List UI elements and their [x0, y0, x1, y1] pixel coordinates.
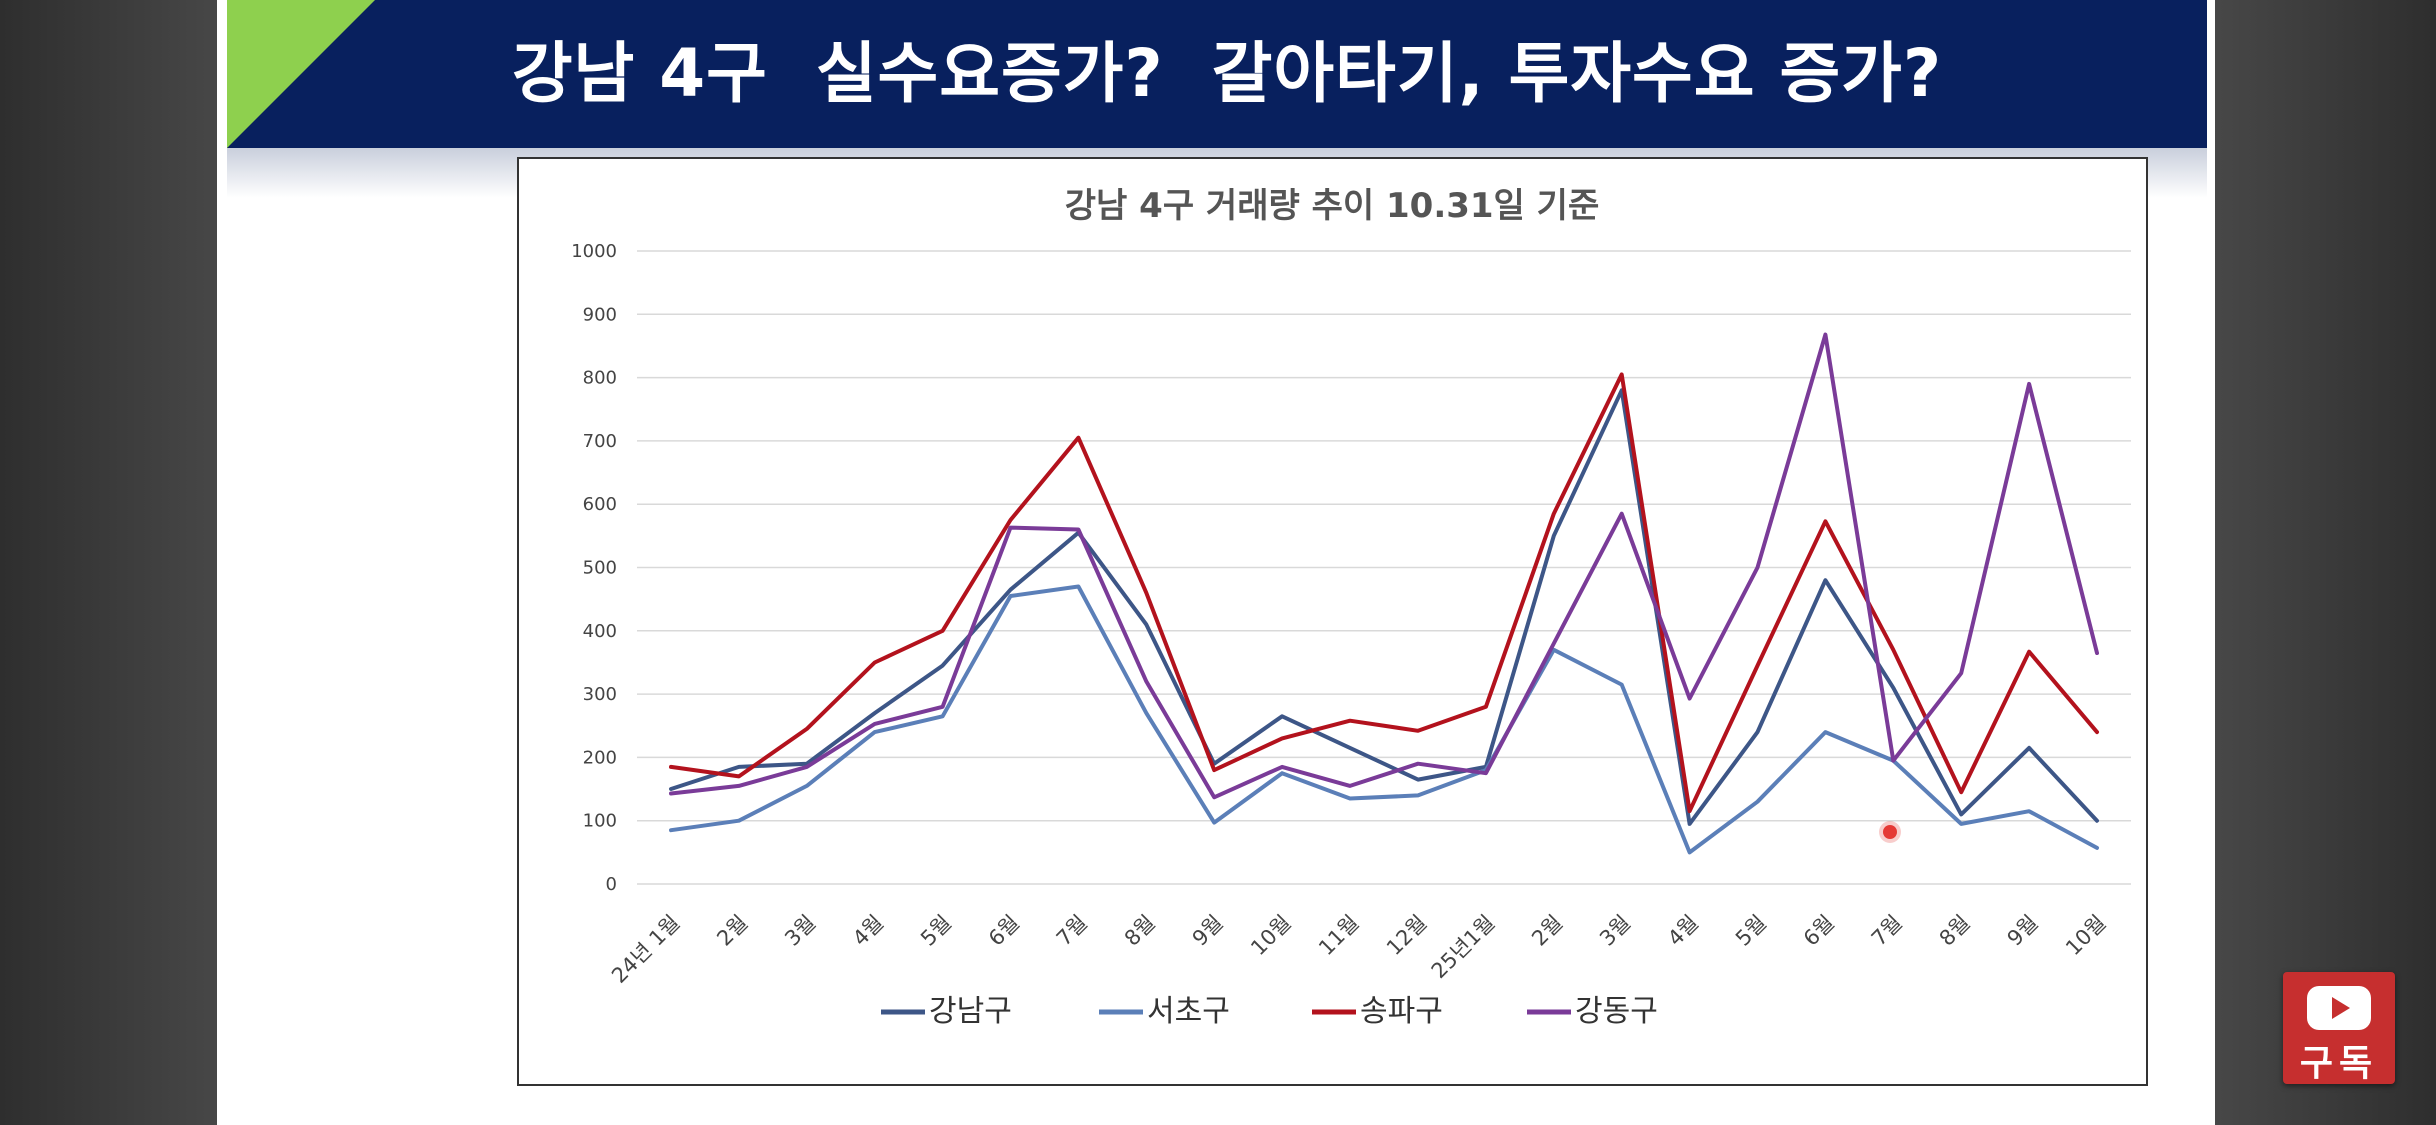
- legend-label: 강남구: [929, 994, 1012, 1029]
- series-line-4: [669, 332, 2099, 800]
- x-tick-label: 24년 1월: [607, 911, 684, 988]
- subscribe-button[interactable]: 구독: [2283, 972, 2395, 1084]
- subscribe-label: 구독: [2299, 1043, 2379, 1084]
- series-line-1: [669, 388, 2099, 826]
- x-tick-label: 6월: [1799, 911, 1839, 951]
- series-line-3: [669, 372, 2099, 814]
- y-tick-label: 200: [583, 747, 617, 768]
- y-tick-label: 500: [583, 558, 617, 579]
- legend-label: 서초구: [1147, 994, 1230, 1029]
- chart-title: 강남 4구 거래량 추이 10.31일 기준: [1065, 186, 1599, 226]
- x-tick-label: 3월: [780, 911, 820, 951]
- presentation-slide: 강남 4구 실수요증가? 갈아타기, 투자수요 증가? 강남 4구 거래량 추이…: [217, 0, 2215, 1125]
- x-tick-label: 4월: [848, 911, 888, 951]
- x-tick-label: 10월: [2061, 911, 2111, 961]
- title-bar: [227, 0, 2207, 148]
- chart-frame: 강남 4구 거래량 추이 10.31일 기준 0 100 200 300 400 500 6…: [517, 157, 2148, 1086]
- y-tick-label: 1000: [571, 241, 617, 262]
- x-tick-label: 5월: [916, 911, 956, 951]
- y-tick-label: 700: [583, 431, 617, 452]
- y-tick-label: 400: [583, 621, 617, 642]
- y-tick-label: 300: [583, 684, 617, 705]
- legend-label: 강동구: [1575, 994, 1658, 1029]
- x-tick-label: 4월: [1663, 911, 1703, 951]
- x-tick-label: 8월: [1935, 911, 1975, 951]
- youtube-play-icon: [2307, 986, 2371, 1030]
- title-accent-triangle: [227, 0, 375, 148]
- x-tick-label: 9월: [2003, 911, 2043, 951]
- series-line-2: [669, 584, 2099, 855]
- slide-title: 강남 4구 실수요증가? 갈아타기, 투자수요 증가?: [511, 35, 1943, 112]
- x-tick-label: 10월: [1246, 911, 1296, 961]
- y-tick-label: 900: [583, 304, 617, 325]
- x-tick-label: 12월: [1382, 911, 1432, 961]
- legend-label: 송파구: [1360, 994, 1443, 1029]
- y-tick-label: 600: [583, 494, 617, 515]
- x-tick-label: 2월: [712, 911, 752, 951]
- y-tick-label: 100: [583, 811, 617, 832]
- pointer-cursor: [1883, 825, 1897, 839]
- x-tick-label: 11월: [1314, 911, 1364, 961]
- x-tick-label: 2월: [1527, 911, 1567, 951]
- line-chart: 강남 4구 거래량 추이 10.31일 기준 0 100 200 300 400 500 6…: [571, 186, 2131, 1029]
- x-tick-label: 7월: [1052, 911, 1092, 951]
- x-tick-label: 5월: [1731, 911, 1771, 951]
- x-tick-label: 9월: [1188, 911, 1228, 951]
- x-tick-label: 7월: [1867, 911, 1907, 951]
- x-tick-label: 25년1월: [1427, 911, 1500, 984]
- x-tick-label: 8월: [1120, 911, 1160, 951]
- x-tick-label: 3월: [1595, 911, 1635, 951]
- y-tick-label: 800: [583, 368, 617, 389]
- x-tick-label: 6월: [984, 911, 1024, 951]
- y-tick-label: 0: [606, 874, 617, 895]
